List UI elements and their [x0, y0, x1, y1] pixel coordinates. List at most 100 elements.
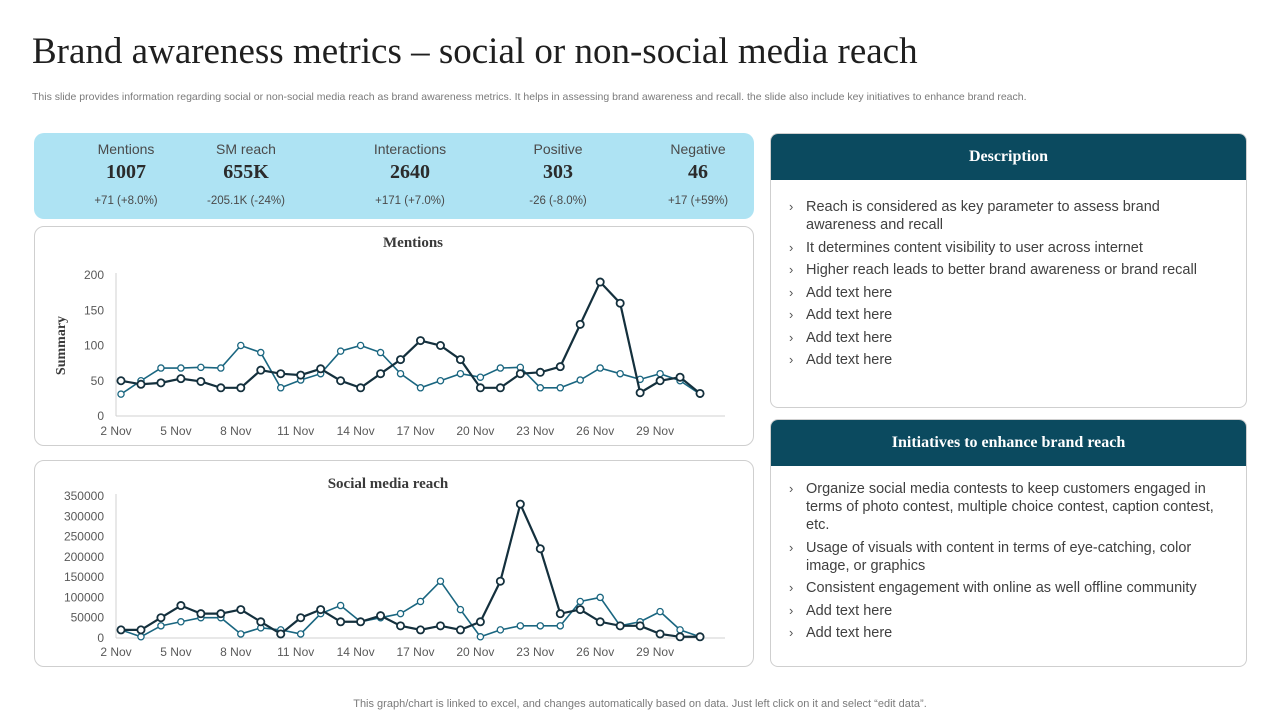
- data-point[interactable]: [237, 630, 245, 638]
- data-point[interactable]: [615, 298, 625, 308]
- data-point[interactable]: [177, 618, 185, 626]
- data-point[interactable]: [536, 622, 545, 630]
- data-point[interactable]: [256, 617, 266, 627]
- data-point[interactable]: [356, 617, 366, 627]
- data-point[interactable]: [415, 336, 425, 346]
- data-point[interactable]: [156, 613, 166, 623]
- data-point[interactable]: [476, 633, 485, 641]
- data-point[interactable]: [157, 622, 165, 630]
- data-point[interactable]: [575, 605, 585, 615]
- data-point[interactable]: [435, 341, 445, 351]
- data-point[interactable]: [676, 626, 684, 634]
- data-point[interactable]: [257, 348, 265, 357]
- data-point[interactable]: [575, 319, 585, 329]
- data-point[interactable]: [576, 597, 584, 606]
- data-point[interactable]: [296, 613, 306, 623]
- data-point[interactable]: [535, 367, 545, 377]
- data-point[interactable]: [475, 383, 485, 393]
- data-point[interactable]: [137, 633, 145, 641]
- data-point[interactable]: [576, 376, 584, 384]
- data-point[interactable]: [456, 369, 465, 378]
- data-point[interactable]: [376, 369, 386, 379]
- data-point[interactable]: [535, 544, 545, 554]
- data-point[interactable]: [197, 363, 205, 372]
- data-point[interactable]: [136, 379, 146, 389]
- mentions-chart[interactable]: Mentions Summary 0 50 100 150 200 2 Nov 5 Nov 8 N…: [35, 227, 755, 447]
- data-point[interactable]: [615, 621, 625, 631]
- data-point[interactable]: [316, 605, 326, 615]
- data-point[interactable]: [495, 383, 505, 393]
- data-point[interactable]: [595, 277, 605, 287]
- data-point[interactable]: [396, 621, 406, 631]
- data-point[interactable]: [176, 374, 186, 384]
- data-point[interactable]: [116, 376, 126, 386]
- data-point[interactable]: [396, 609, 405, 618]
- data-point[interactable]: [196, 609, 206, 619]
- data-point[interactable]: [156, 378, 166, 388]
- data-point[interactable]: [596, 593, 604, 602]
- data-point[interactable]: [515, 499, 525, 509]
- data-point[interactable]: [336, 376, 346, 386]
- data-point[interactable]: [276, 369, 286, 379]
- data-point[interactable]: [496, 626, 505, 634]
- data-point[interactable]: [136, 625, 146, 635]
- data-point[interactable]: [475, 617, 485, 627]
- data-point[interactable]: [556, 384, 565, 392]
- data-point[interactable]: [177, 364, 185, 372]
- data-point[interactable]: [356, 341, 365, 350]
- data-point[interactable]: [655, 629, 665, 639]
- data-point[interactable]: [635, 621, 645, 631]
- data-point[interactable]: [196, 376, 206, 386]
- data-point[interactable]: [695, 632, 705, 642]
- data-point[interactable]: [396, 355, 406, 365]
- data-point[interactable]: [176, 601, 186, 611]
- data-point[interactable]: [376, 611, 386, 621]
- data-point[interactable]: [236, 605, 246, 615]
- data-point[interactable]: [116, 625, 126, 635]
- data-point[interactable]: [117, 390, 125, 398]
- data-point[interactable]: [296, 370, 306, 380]
- data-point[interactable]: [396, 369, 405, 378]
- data-point[interactable]: [415, 625, 425, 635]
- data-point[interactable]: [436, 577, 445, 585]
- data-point[interactable]: [595, 617, 605, 627]
- data-point[interactable]: [237, 341, 245, 350]
- data-point[interactable]: [635, 388, 645, 398]
- data-point[interactable]: [376, 348, 385, 357]
- data-point[interactable]: [416, 597, 425, 606]
- data-point[interactable]: [456, 605, 465, 614]
- data-point[interactable]: [555, 609, 565, 619]
- data-point[interactable]: [675, 372, 685, 382]
- data-point[interactable]: [276, 384, 285, 392]
- data-point[interactable]: [316, 364, 326, 374]
- data-point[interactable]: [276, 629, 286, 639]
- data-point[interactable]: [336, 347, 345, 355]
- data-point[interactable]: [157, 364, 165, 372]
- data-point[interactable]: [496, 364, 505, 372]
- data-point[interactable]: [555, 362, 565, 372]
- data-point[interactable]: [675, 632, 685, 642]
- data-point[interactable]: [515, 369, 525, 379]
- data-point[interactable]: [516, 622, 525, 630]
- data-point[interactable]: [436, 376, 445, 385]
- data-point[interactable]: [655, 376, 665, 386]
- data-point[interactable]: [236, 383, 246, 393]
- data-point[interactable]: [596, 364, 604, 372]
- data-point[interactable]: [616, 369, 624, 378]
- data-point[interactable]: [336, 617, 346, 627]
- data-point[interactable]: [416, 384, 425, 392]
- data-point[interactable]: [536, 384, 545, 392]
- data-point[interactable]: [556, 622, 565, 630]
- data-point[interactable]: [217, 364, 225, 372]
- data-point[interactable]: [216, 609, 226, 619]
- data-point[interactable]: [455, 355, 465, 365]
- social-reach-chart[interactable]: Social media reach 0 50000 100000 150000 2000…: [35, 461, 755, 668]
- data-point[interactable]: [656, 369, 664, 378]
- data-point[interactable]: [495, 576, 505, 586]
- data-point[interactable]: [435, 621, 445, 631]
- data-point[interactable]: [656, 607, 664, 616]
- data-point[interactable]: [356, 383, 366, 393]
- data-point[interactable]: [336, 601, 345, 610]
- data-point[interactable]: [296, 630, 305, 638]
- data-point[interactable]: [256, 365, 266, 375]
